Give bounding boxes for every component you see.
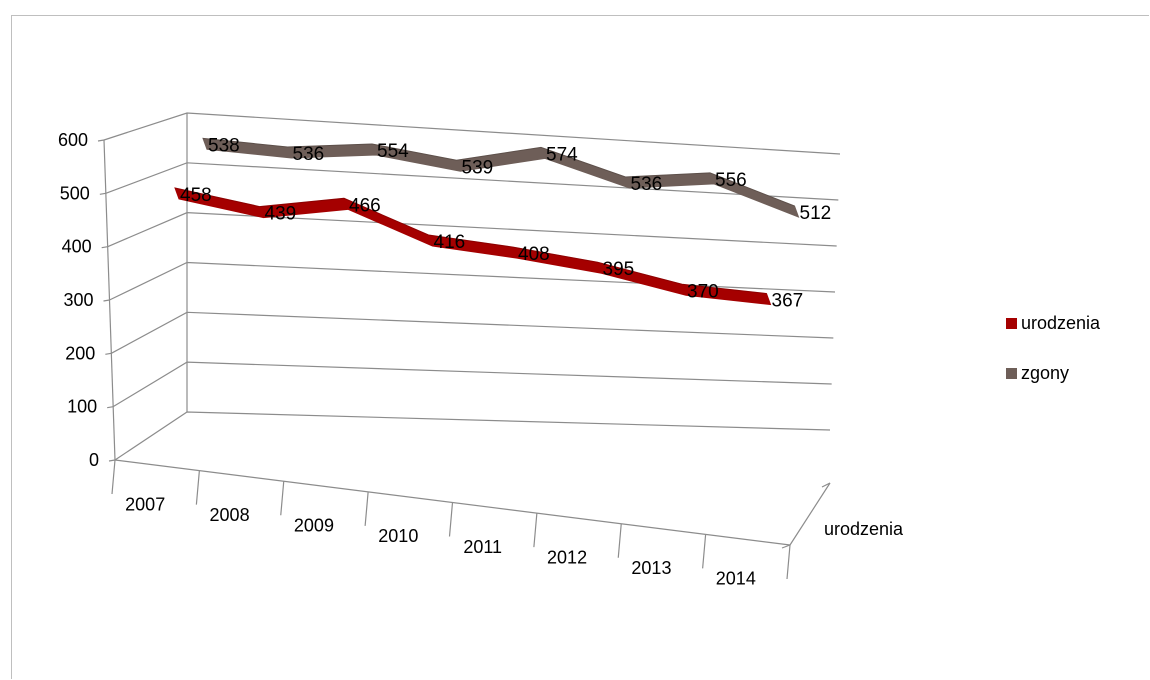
x-tick-mark (533, 513, 538, 548)
y-tick-mark (108, 459, 116, 462)
y-tick-label: 0 (89, 450, 99, 470)
data-label: 539 (462, 157, 494, 178)
legend-swatch (1006, 318, 1017, 329)
data-label: 512 (800, 203, 832, 224)
y-tick-label: 600 (58, 130, 88, 150)
x-tick-mark (195, 470, 200, 505)
x-tick-mark (448, 502, 454, 537)
x-tick-label: 2010 (378, 526, 418, 546)
data-label: 466 (349, 195, 381, 216)
y-tick-label: 300 (63, 290, 93, 310)
x-axis-ticks: 2007 2008 2009 2010 2011 2012 2013 2014 (111, 459, 791, 589)
data-label: 538 (208, 135, 240, 156)
x-tick-label: 2011 (463, 537, 502, 557)
legend: urodzenia zgony (1006, 313, 1101, 383)
y-tick-mark (103, 299, 110, 302)
gridline (109, 261, 836, 301)
x-tick-label: 2009 (294, 516, 334, 536)
gridline (111, 311, 834, 354)
data-labels: 458 439 466 416 408 395 370 367 538 536 554 539 574 5… (180, 135, 831, 311)
x-tick-label: 2012 (547, 547, 587, 567)
y-tick-mark (107, 406, 114, 409)
gridline (114, 411, 831, 461)
data-label: 536 (631, 174, 663, 195)
x-tick-mark (280, 481, 285, 516)
legend-swatch (1006, 368, 1017, 379)
depth-axis-line (789, 482, 831, 546)
data-label: 554 (377, 141, 409, 162)
x-tick-label: 2014 (716, 569, 756, 589)
x-tick-mark (702, 534, 707, 569)
gridline (105, 162, 839, 201)
x-tick-mark (786, 544, 791, 580)
data-label: 556 (715, 170, 747, 191)
y-tick-label: 400 (62, 237, 92, 257)
data-label: 574 (546, 144, 578, 165)
data-label: 416 (434, 232, 466, 253)
gridline (103, 112, 841, 155)
x-tick-mark (364, 491, 369, 526)
gridline (112, 361, 832, 408)
y-tick-mark (99, 192, 106, 195)
x-tick-label: 2013 (631, 558, 671, 578)
data-label: 367 (772, 291, 804, 312)
y-tick-mark (101, 246, 108, 249)
series-layer (174, 137, 800, 306)
x-tick-label: 2007 (125, 494, 165, 514)
x-tick-label: 2008 (210, 505, 250, 525)
x-tick-mark (111, 459, 116, 495)
depth-axis-label: urodzenia (824, 519, 904, 539)
data-label: 370 (687, 281, 719, 302)
y-axis-ticks: 0 100 200 300 400 500 600 (58, 130, 99, 470)
series-ribbon-urodzenia (174, 187, 772, 306)
gridlines (97, 112, 841, 462)
legend-label: zgony (1021, 363, 1069, 383)
data-label: 458 (180, 185, 212, 206)
data-label: 536 (293, 144, 325, 165)
series-ribbon-zgony (202, 137, 800, 218)
chart-frame (11, 15, 1149, 679)
data-label: 395 (603, 259, 635, 280)
data-label: 439 (265, 204, 297, 225)
x-tick-mark (617, 523, 622, 558)
depth-tick (781, 544, 791, 549)
gridline (107, 212, 837, 248)
series-edge-urodzenia (174, 187, 767, 295)
y-tick-label: 500 (60, 183, 90, 203)
y-tick-label: 100 (67, 397, 97, 417)
series-edge-zgony (202, 137, 795, 207)
depth-tick (821, 482, 831, 488)
y-tick-mark (97, 139, 105, 142)
legend-label: urodzenia (1021, 313, 1101, 333)
y-tick-label: 200 (65, 343, 95, 363)
data-label: 408 (518, 244, 550, 265)
y-tick-mark (105, 352, 112, 355)
